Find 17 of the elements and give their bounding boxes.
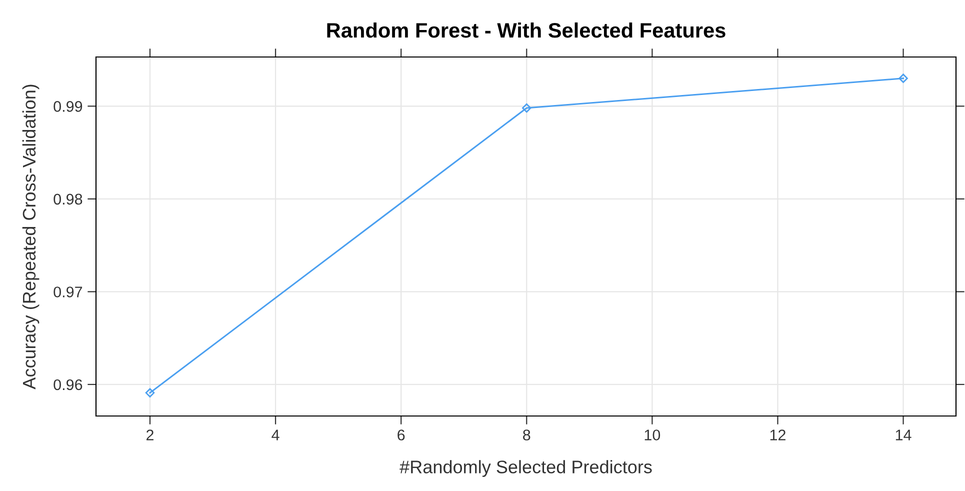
x-tick-label: 6 xyxy=(398,430,405,440)
x-tick-label: 10 xyxy=(644,430,660,440)
x-tick-label: 2 xyxy=(146,430,154,440)
x-tick-label: 8 xyxy=(523,430,530,440)
chart-title: Random Forest - With Selected Features xyxy=(327,22,726,38)
x-tick-label: 4 xyxy=(272,430,280,440)
point xyxy=(145,388,155,398)
x-axis-title: #Randomly Selected Predictors xyxy=(400,460,652,477)
point xyxy=(898,74,908,83)
point xyxy=(522,103,532,113)
y-axis-title: Accuracy (Repeated Cross-Validation) xyxy=(22,84,40,390)
y-tick-label: 0.98 xyxy=(54,194,82,205)
y-tick-label: 0.99 xyxy=(54,101,82,112)
y-tick-label: 0.97 xyxy=(54,286,82,298)
x-tick-label: 14 xyxy=(896,430,912,440)
x-tick-label: 12 xyxy=(770,430,786,440)
y-tick-label: 0.96 xyxy=(54,379,82,390)
